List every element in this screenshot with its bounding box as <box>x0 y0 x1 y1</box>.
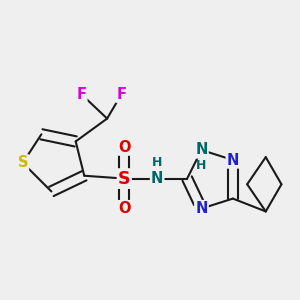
Text: S: S <box>18 155 28 170</box>
Text: H: H <box>152 156 162 170</box>
Text: F: F <box>116 87 126 102</box>
Text: O: O <box>118 140 130 154</box>
Text: N: N <box>151 171 163 186</box>
Text: N: N <box>227 152 239 167</box>
Text: H: H <box>196 159 207 172</box>
Text: S: S <box>118 169 130 188</box>
Text: O: O <box>118 201 130 216</box>
Text: F: F <box>76 87 86 102</box>
Text: N: N <box>195 201 208 216</box>
Text: N: N <box>195 142 208 158</box>
